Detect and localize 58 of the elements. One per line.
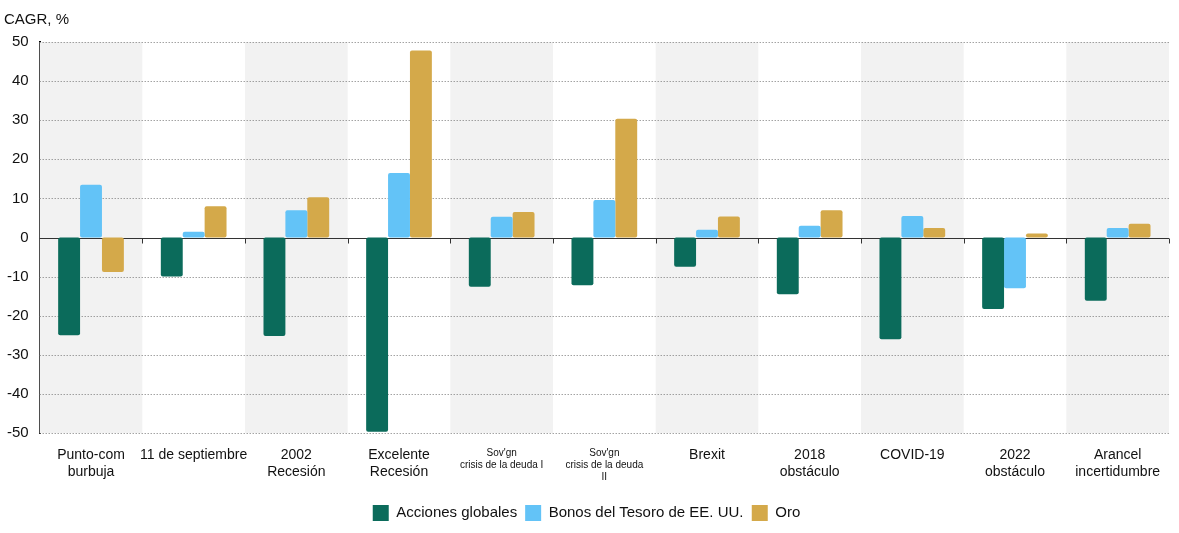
bar [160, 237, 183, 277]
bar [1128, 223, 1151, 238]
bar [182, 231, 205, 238]
bar [1084, 237, 1107, 301]
bar [923, 228, 946, 238]
bar [717, 216, 740, 238]
bar [879, 237, 902, 340]
y-tick-label: 0 [20, 227, 29, 245]
bar [101, 237, 124, 272]
bar [571, 237, 594, 286]
x-tick-label: COVID-19 [880, 446, 945, 463]
y-tick-label: 20 [11, 149, 29, 167]
bar [409, 50, 432, 238]
x-tick-label: 2018 obstáculo [779, 446, 840, 480]
bar [901, 216, 924, 238]
legend-label: Oro [775, 503, 801, 521]
x-tick-label: 11 de septiembre [140, 446, 248, 463]
y-tick-label: -30 [6, 344, 29, 362]
bar [1004, 237, 1026, 289]
y-tick-label: -50 [6, 423, 29, 441]
legend-label: Bonos del Tesoro de EE. UU. [548, 503, 744, 521]
x-tick-label: Brexit [689, 446, 725, 463]
bar [285, 210, 308, 238]
y-tick-label: -20 [6, 305, 29, 323]
bar [512, 212, 535, 238]
x-tick-label: Sov'gn crisis de la deuda II [565, 446, 644, 482]
y-tick-label: -40 [6, 384, 29, 402]
legend-label: Acciones globales [396, 503, 518, 521]
x-tick-label: 2002 Recesión [267, 446, 326, 480]
y-tick-label: 10 [11, 188, 29, 206]
bar [696, 229, 718, 238]
x-tick-label: 2022 obstáculo [985, 446, 1046, 480]
bar [263, 237, 286, 337]
bar [307, 197, 330, 238]
bar [776, 237, 799, 295]
bar [982, 237, 1005, 310]
y-tick-label: 50 [11, 32, 29, 50]
y-tick-label: -10 [6, 266, 29, 284]
bar [388, 172, 410, 238]
bar [615, 118, 638, 238]
bar [468, 237, 491, 287]
y-axis-title: CAGR, % [4, 9, 70, 27]
bar [366, 237, 389, 432]
bar [593, 199, 616, 238]
x-tick-label: Excelente Recesión [368, 446, 430, 480]
bar [820, 210, 843, 238]
x-tick-label: Punto-com burbuja [57, 446, 125, 480]
bar [80, 184, 102, 238]
bar [490, 216, 513, 238]
bar [58, 237, 81, 336]
y-tick-label: 30 [11, 110, 29, 128]
bar [674, 237, 697, 267]
y-tick-label: 40 [11, 71, 29, 89]
bar [204, 206, 227, 238]
x-tick-label: Arancel incertidumbre [1075, 446, 1161, 480]
bar [1106, 228, 1129, 238]
x-tick-label: Sov'gn crisis de la deuda I [459, 446, 544, 470]
bar [798, 225, 821, 238]
